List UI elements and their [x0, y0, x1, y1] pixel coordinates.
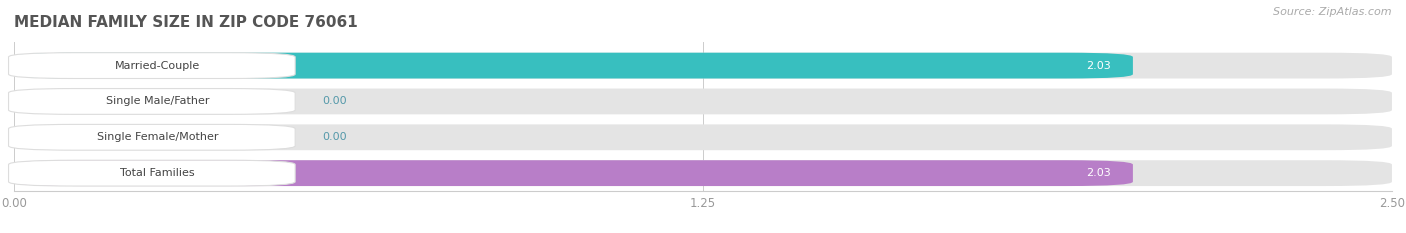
FancyBboxPatch shape [14, 160, 1392, 186]
FancyBboxPatch shape [8, 89, 295, 114]
Text: MEDIAN FAMILY SIZE IN ZIP CODE 76061: MEDIAN FAMILY SIZE IN ZIP CODE 76061 [14, 15, 357, 30]
FancyBboxPatch shape [14, 124, 1392, 150]
FancyBboxPatch shape [14, 89, 1392, 114]
Text: Married-Couple: Married-Couple [115, 61, 200, 71]
FancyBboxPatch shape [8, 53, 295, 79]
FancyBboxPatch shape [14, 53, 1392, 79]
FancyBboxPatch shape [8, 160, 295, 186]
Text: Single Female/Mother: Single Female/Mother [97, 132, 218, 142]
Text: Source: ZipAtlas.com: Source: ZipAtlas.com [1274, 7, 1392, 17]
FancyBboxPatch shape [8, 124, 295, 150]
Text: 0.00: 0.00 [323, 132, 347, 142]
Text: Total Families: Total Families [120, 168, 194, 178]
Text: 0.00: 0.00 [323, 96, 347, 106]
FancyBboxPatch shape [14, 160, 1133, 186]
Text: 2.03: 2.03 [1085, 168, 1111, 178]
Text: Single Male/Father: Single Male/Father [105, 96, 209, 106]
Text: 2.03: 2.03 [1085, 61, 1111, 71]
FancyBboxPatch shape [14, 53, 1133, 79]
